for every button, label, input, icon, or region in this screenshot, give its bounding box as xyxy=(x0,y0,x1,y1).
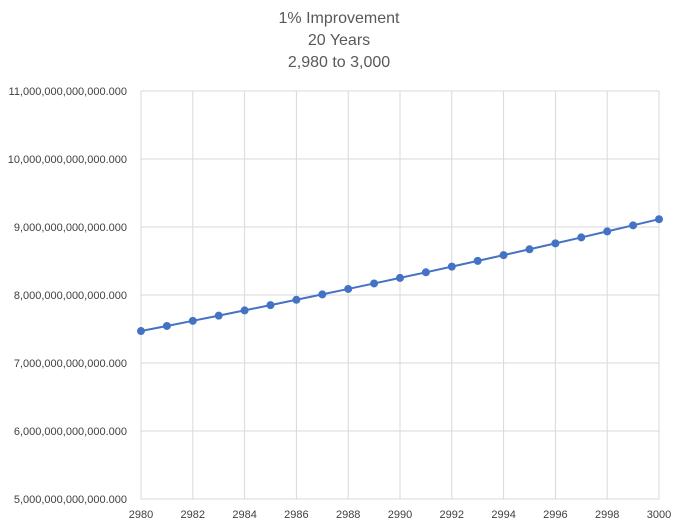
data-point xyxy=(499,251,508,260)
data-point xyxy=(421,268,430,277)
x-tick-label: 2984 xyxy=(232,509,256,521)
data-point xyxy=(162,321,171,330)
x-tick-label: 2992 xyxy=(440,509,464,521)
data-point xyxy=(318,290,327,299)
data-point xyxy=(137,327,145,336)
data-point xyxy=(577,233,586,242)
grid-lines xyxy=(140,90,660,500)
x-tick-label: 2996 xyxy=(543,509,567,521)
data-point xyxy=(447,262,456,271)
data-point xyxy=(240,306,249,315)
x-tick-label: 2990 xyxy=(388,509,412,521)
data-point xyxy=(266,301,275,310)
chart-subtitle-line-1: 20 Years xyxy=(307,32,371,49)
y-tick-label: 7,000,000,000,000.000 xyxy=(14,358,127,370)
data-point xyxy=(473,256,482,265)
data-point xyxy=(344,284,353,293)
data-point xyxy=(188,316,197,325)
data-point xyxy=(551,239,560,248)
x-tick-label: 2998 xyxy=(595,509,619,521)
y-axis-labels: 5,000,000,000,000.000 6,000,000,000,000.0… xyxy=(8,86,127,506)
x-tick-label: 2986 xyxy=(284,509,308,521)
data-point xyxy=(396,273,404,282)
data-point xyxy=(214,311,223,320)
chart-title-block: 1% Improvement 20 Years 2,980 to 3,000 xyxy=(0,8,678,74)
y-tick-label: 9,000,000,000,000.000 xyxy=(14,222,127,234)
y-tick-label: 11,000,000,000,000.000 xyxy=(9,86,127,98)
data-point xyxy=(292,295,301,304)
data-point xyxy=(655,215,663,224)
x-tick-label: 2980 xyxy=(129,509,153,521)
chart-title: 1% Improvement xyxy=(278,10,400,27)
y-tick-label: 8,000,000,000,000.000 xyxy=(14,290,127,302)
x-tick-label: 2988 xyxy=(336,509,360,521)
y-tick-label: 6,000,000,000,000.000 xyxy=(14,426,127,438)
x-tick-label: 2982 xyxy=(181,509,205,521)
series-layer xyxy=(137,215,663,336)
x-tick-label: 3000 xyxy=(647,509,671,521)
x-tick-label: 2994 xyxy=(491,509,515,521)
y-tick-label: 5,000,000,000,000.000 xyxy=(14,494,127,506)
chart-subtitle-line-2: 2,980 to 3,000 xyxy=(287,54,391,71)
y-tick-label: 10,000,000,000,000.000 xyxy=(8,154,127,166)
data-point xyxy=(603,227,612,236)
data-point xyxy=(629,221,638,230)
data-point xyxy=(525,245,534,254)
x-axis-labels: 2980 2982 2984 2986 2988 2990 2992 2994 2996 2998… xyxy=(129,509,671,521)
data-point xyxy=(370,279,379,288)
